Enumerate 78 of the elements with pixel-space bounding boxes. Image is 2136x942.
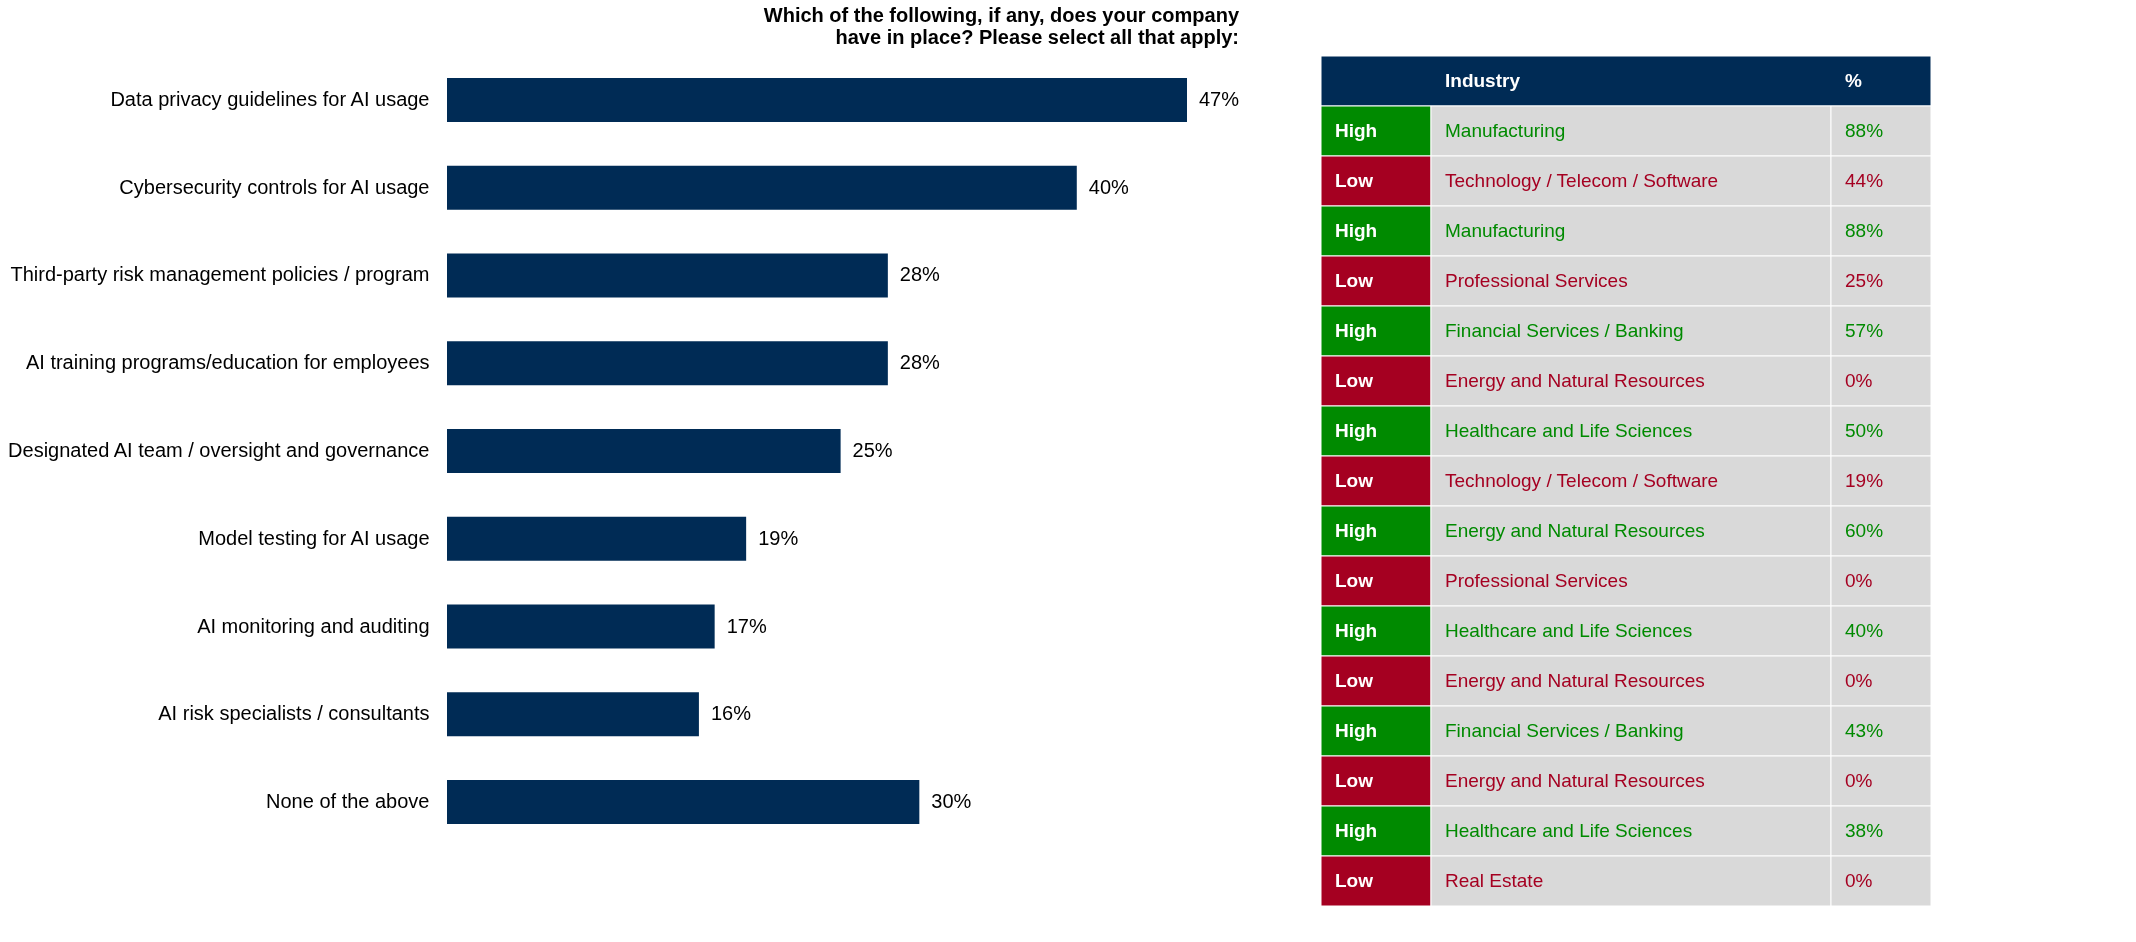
text: % <box>1845 70 1862 91</box>
text: Professional Services <box>1445 570 1628 591</box>
y-tick-label: AI monitoring and auditing <box>197 614 430 637</box>
y-tick-label: None of the above <box>266 790 430 813</box>
y-tick-label: Designated AI team / oversight and governance <box>8 439 430 461</box>
bar <box>447 77 1187 122</box>
text: 0% <box>1845 770 1873 791</box>
text: High <box>1335 820 1378 841</box>
text: Low <box>1335 270 1374 291</box>
text: Real Estate <box>1445 870 1544 891</box>
y-tick-label: AI risk specialists / consultants <box>158 702 430 725</box>
text: High <box>1335 320 1378 341</box>
text: 40% <box>1845 620 1884 641</box>
text: Low <box>1335 370 1374 391</box>
data-label: 28% <box>899 263 941 286</box>
data-label: 47% <box>1199 87 1240 110</box>
data-label: 25% <box>852 439 893 461</box>
text: Industry <box>1445 70 1521 91</box>
text: Financial Services / Banking <box>1445 720 1684 741</box>
text: Energy and Natural Resources <box>1445 770 1705 791</box>
bar <box>447 341 888 386</box>
text: Financial Services / Banking <box>1445 320 1684 341</box>
bar <box>447 429 841 473</box>
text: 0% <box>1845 870 1873 891</box>
text: 0% <box>1845 370 1873 391</box>
chart-title: Which of the following, if any, does your company have in place? Please select all that apply: <box>763 4 1240 48</box>
text: Energy and Natural Resources <box>1445 520 1705 541</box>
text: Manufacturing <box>1445 120 1566 141</box>
bar <box>447 165 1077 210</box>
text: Low <box>1335 170 1374 191</box>
text: 60% <box>1845 520 1884 541</box>
text: High <box>1335 620 1378 641</box>
text: Professional Services <box>1445 270 1628 291</box>
text: Manufacturing <box>1445 220 1566 241</box>
text: High <box>1335 520 1378 541</box>
text: Technology / Telecom / Software <box>1445 170 1719 191</box>
text: High <box>1335 220 1378 241</box>
y-tick-label: Data privacy guidelines for AI usage <box>110 87 430 110</box>
data-label: 17% <box>726 614 767 637</box>
text: 44% <box>1845 170 1884 191</box>
y-tick-label: AI training programs/education for employees <box>25 351 430 374</box>
text: 50% <box>1845 420 1884 441</box>
text: 19% <box>1845 470 1884 491</box>
y-tick-label: Model testing for AI usage <box>198 526 430 549</box>
text: Low <box>1335 770 1374 791</box>
bar <box>447 604 715 649</box>
data-label: 19% <box>758 526 799 549</box>
text: High <box>1335 120 1378 141</box>
data-label: 40% <box>1088 175 1130 198</box>
text: Low <box>1335 870 1374 891</box>
bar <box>447 780 920 825</box>
text: 0% <box>1845 670 1873 691</box>
text: 0% <box>1845 570 1873 591</box>
text: 43% <box>1845 720 1884 741</box>
bar <box>447 253 888 298</box>
bar <box>447 516 747 561</box>
text: Technology / Telecom / Software <box>1445 470 1719 491</box>
text: Low <box>1335 470 1374 491</box>
text: 57% <box>1845 320 1884 341</box>
data-label: 16% <box>710 702 752 725</box>
text: Healthcare and Life Sciences <box>1445 420 1693 441</box>
text: 88% <box>1845 220 1884 241</box>
text: High <box>1335 720 1378 741</box>
text: 25% <box>1845 270 1884 291</box>
bar <box>447 692 699 737</box>
text: Energy and Natural Resources <box>1445 370 1705 391</box>
data-label: 30% <box>931 790 972 813</box>
text: 88% <box>1845 120 1884 141</box>
data-label: 28% <box>899 351 941 374</box>
text: Low <box>1335 570 1374 591</box>
text: Low <box>1335 670 1374 691</box>
text: Energy and Natural Resources <box>1445 670 1705 691</box>
text: High <box>1335 420 1378 441</box>
text: Healthcare and Life Sciences <box>1445 820 1693 841</box>
y-tick-label: Third-party risk management policies / program <box>10 263 430 286</box>
text: 38% <box>1845 820 1884 841</box>
text: Healthcare and Life Sciences <box>1445 620 1693 641</box>
y-tick-label: Cybersecurity controls for AI usage <box>119 175 430 198</box>
